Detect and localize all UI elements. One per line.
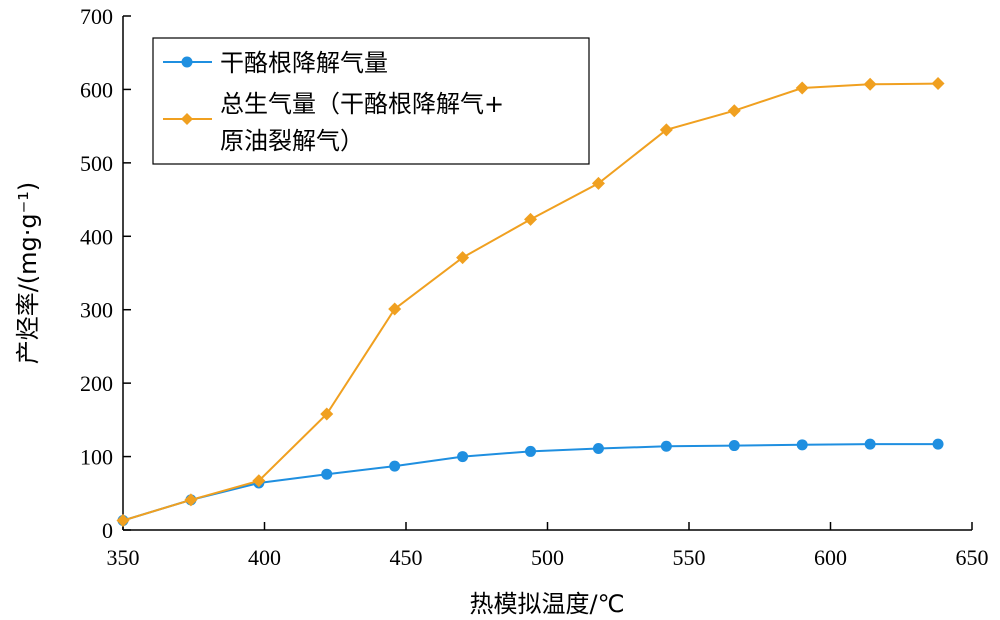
x-tick-label: 650	[956, 545, 989, 570]
y-tick-label: 500	[80, 151, 113, 176]
legend-label-total-line2: 原油裂解气）	[220, 127, 364, 155]
legend-swatch-marker-total	[181, 113, 193, 125]
data-point-total	[252, 474, 266, 488]
data-point-total	[524, 212, 538, 226]
y-axis-title: 产烃率/(mg·g⁻¹)	[14, 182, 42, 365]
legend-box	[152, 37, 590, 165]
legend: 干酪根降解气量 总生气量（干酪根降解气+ 原油裂解气）	[152, 37, 590, 165]
series-layer	[116, 77, 945, 527]
data-point-kerogen	[728, 440, 740, 452]
y-tick-label: 100	[80, 445, 113, 470]
x-tick-label: 400	[248, 545, 281, 570]
y-tick-label: 0	[102, 518, 113, 543]
data-point-kerogen	[389, 460, 401, 472]
data-point-kerogen	[457, 451, 469, 463]
x-tick-label: 600	[814, 545, 847, 570]
data-point-kerogen	[525, 445, 537, 457]
y-tick-label: 300	[80, 298, 113, 323]
y-tick-label: 600	[80, 77, 113, 102]
x-tick-label: 450	[390, 545, 423, 570]
data-point-total	[863, 77, 877, 91]
x-tick-label: 350	[107, 545, 140, 570]
data-point-total	[727, 104, 741, 118]
data-point-total	[388, 302, 402, 316]
data-point-kerogen	[864, 438, 876, 450]
data-point-kerogen	[321, 468, 333, 480]
y-tick-label: 400	[80, 224, 113, 249]
x-axis-title: 热模拟温度/℃	[469, 590, 624, 618]
data-point-kerogen	[592, 442, 604, 454]
data-point-total	[320, 407, 334, 421]
data-point-kerogen	[660, 440, 672, 452]
legend-swatch-marker-kerogen	[181, 56, 193, 68]
data-point-total	[931, 77, 945, 91]
data-point-total	[456, 251, 470, 265]
data-point-total	[184, 493, 198, 507]
x-ticks: 350 400 450 500 550 600 650	[107, 522, 989, 570]
y-ticks: 0 100 200 300 400 500 600 700	[80, 4, 131, 543]
x-tick-label: 500	[531, 545, 564, 570]
data-point-total	[795, 81, 809, 95]
legend-label-kerogen: 干酪根降解气量	[220, 49, 388, 77]
data-point-kerogen	[796, 439, 808, 451]
legend-label-total-line1: 总生气量（干酪根降解气+	[220, 90, 504, 118]
y-tick-label: 200	[80, 371, 113, 396]
data-point-kerogen	[932, 438, 944, 450]
data-point-total	[591, 176, 605, 190]
data-point-total	[116, 513, 130, 527]
x-tick-label: 550	[673, 545, 706, 570]
y-tick-label: 700	[80, 4, 113, 29]
data-point-total	[659, 123, 673, 137]
